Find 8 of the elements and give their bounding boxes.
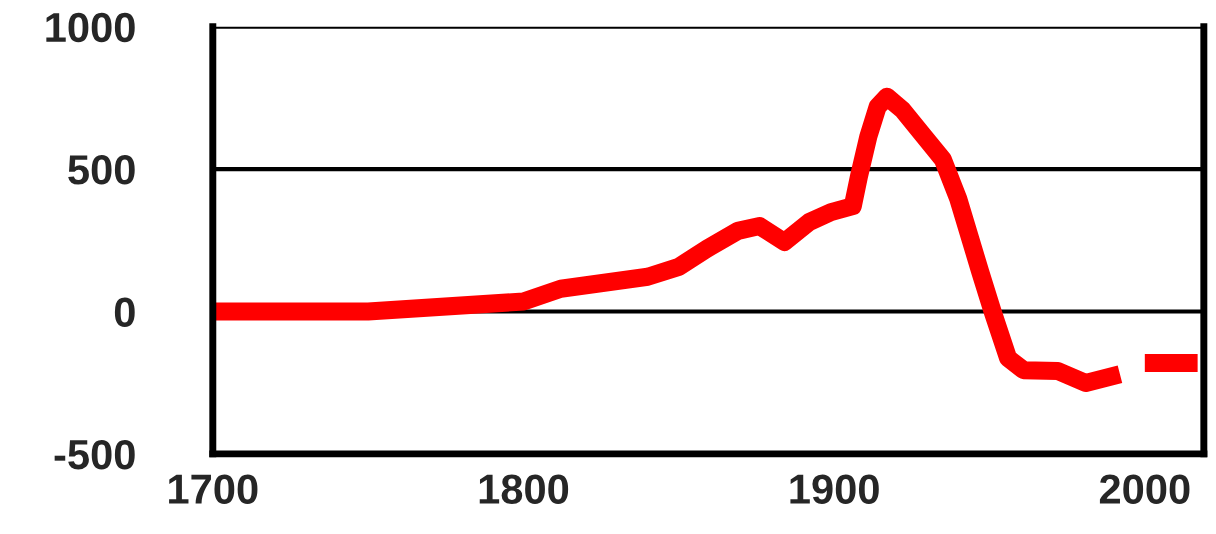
x-tick-label: 1700 [169,474,258,504]
x-tick-label: 1800 [479,474,569,504]
y-tick-label: 0 [114,297,135,328]
y-tick-label: -500 [54,439,135,470]
x-tick-label: 1900 [790,474,879,504]
x-tick-label: 2000 [1099,474,1190,504]
y-tick-label: 500 [68,155,135,185]
y-tick-label: 1000 [46,12,135,43]
